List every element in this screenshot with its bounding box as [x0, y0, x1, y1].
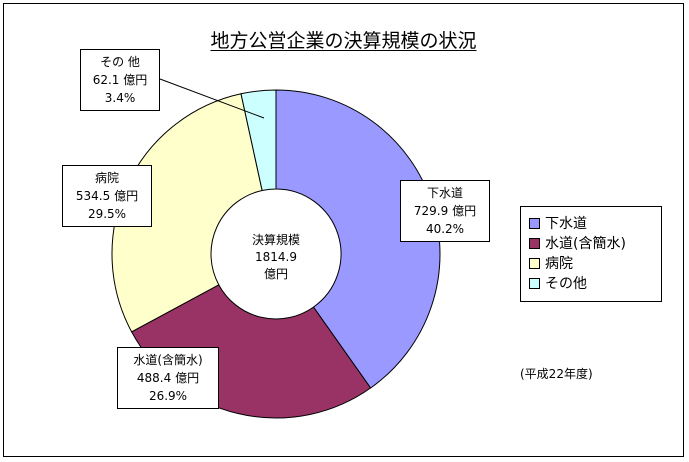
legend-item-sewerage: 下水道 [521, 213, 661, 233]
center-label-line-2: 1814.9 [255, 250, 297, 264]
legend-label-water: 水道(含簡水) [545, 236, 626, 252]
data-label-sewerage: 下水道 729.9 億円 40.2% [400, 180, 490, 242]
legend-label-sewerage: 下水道 [545, 216, 587, 232]
data-label-other: その 他 62.1 億円 3.4% [80, 49, 160, 111]
legend-swatch-water [529, 237, 540, 249]
center-label-line-3: 億円 [263, 267, 288, 281]
data-label-water-percent: 26.9% [148, 389, 188, 403]
legend-label-other: その他 [545, 276, 587, 292]
data-label-hospital-percent: 29.5% [87, 207, 127, 221]
data-label-water: 水道(含簡水) 488.4 億円 26.9% [117, 347, 219, 409]
legend-item-other: その他 [521, 273, 661, 293]
data-label-other-percent: 3.4% [104, 91, 136, 105]
fiscal-year-note: (平成22年度) [520, 367, 593, 381]
data-label-hospital-name: 病院 [94, 171, 119, 185]
data-label-sewerage-value: 729.9 億円 [413, 204, 477, 218]
legend-item-water: 水道(含簡水) [521, 233, 661, 253]
legend-swatch-hospital [529, 257, 540, 269]
donut-slice-hospital [111, 93, 263, 333]
chart-title-text: 地方公営企業の決算規模の状況 [210, 30, 477, 52]
leader-line-other [159, 78, 265, 119]
legend-swatch-other [529, 277, 540, 289]
data-label-hospital: 病院 534.5 億円 29.5% [62, 165, 152, 227]
legend-item-hospital: 病院 [521, 253, 661, 273]
donut-slice-other [240, 89, 277, 192]
data-label-other-value: 62.1 億円 [92, 73, 148, 87]
chart-title: 地方公営企業の決算規模の状況 [4, 26, 683, 53]
chart-legend: 下水道 水道(含簡水) 病院 その他 [520, 206, 662, 302]
legend-label-hospital: 病院 [545, 256, 573, 272]
donut-center-label: 決算規模 1814.9 億円 [226, 232, 326, 283]
donut-slice-sewerage [275, 89, 441, 389]
data-label-sewerage-percent: 40.2% [425, 222, 465, 236]
data-label-sewerage-name: 下水道 [426, 186, 463, 200]
center-label-line-1: 決算規模 [251, 233, 300, 247]
data-label-water-name: 水道(含簡水) [133, 353, 203, 367]
data-label-other-name: その 他 [100, 55, 140, 69]
data-label-hospital-value: 534.5 億円 [75, 189, 139, 203]
legend-swatch-sewerage [529, 217, 540, 229]
data-label-water-value: 488.4 億円 [136, 371, 200, 385]
